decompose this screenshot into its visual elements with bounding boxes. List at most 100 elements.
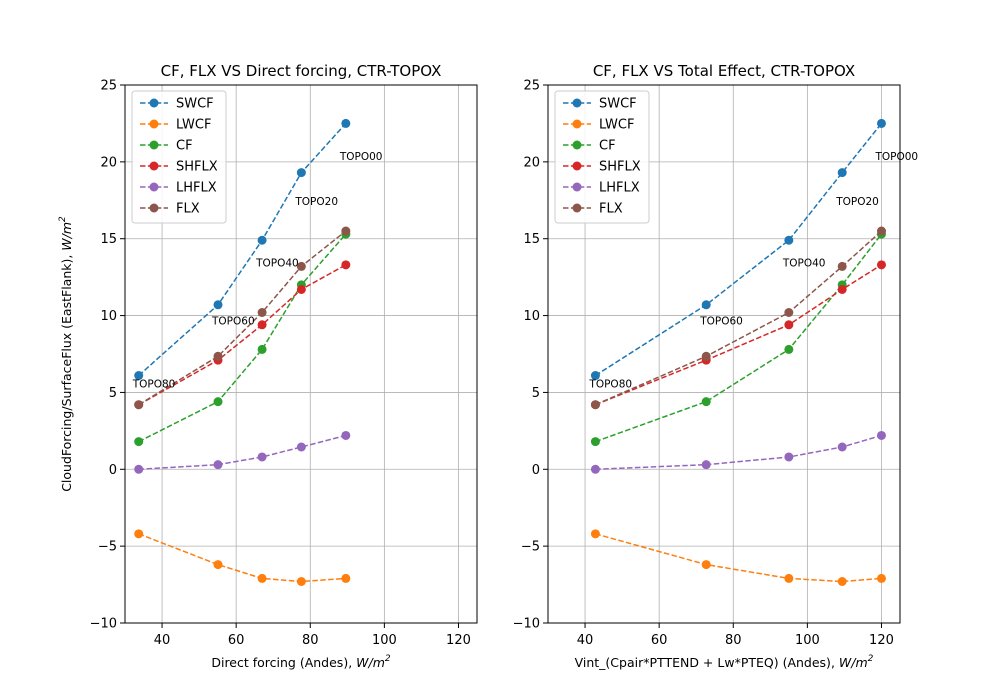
chart2-point-shflx: [784, 320, 794, 330]
chart1-legend-marker-lwcf: [149, 119, 159, 129]
chart2-point-swcf: [784, 235, 794, 245]
chart1-annotation: TOPO20: [294, 196, 338, 208]
chart2-y-tick-label: 5: [532, 386, 540, 401]
chart2-point-flx: [837, 261, 847, 271]
chart2-point-lwcf: [784, 573, 794, 583]
chart2-point-lhflx: [590, 464, 600, 474]
chart2-point-lhflx: [837, 442, 847, 452]
chart1-point-lwcf: [257, 573, 267, 583]
chart2-point-cf: [784, 344, 794, 354]
chart1-legend-marker-swcf: [149, 98, 159, 108]
chart2-legend-marker-cf: [572, 140, 582, 150]
chart1-point-lhflx: [213, 460, 223, 470]
chart2-point-swcf: [701, 300, 711, 310]
chart1-point-cf: [213, 397, 223, 407]
chart2-point-shflx: [837, 284, 847, 294]
chart1-axes-frame: [124, 84, 478, 624]
chart1-point-swcf: [134, 371, 144, 381]
chart2-legend-label-lwcf: LWCF: [599, 118, 634, 133]
chart2-point-lwcf: [837, 576, 847, 586]
chart2-point-lwcf: [590, 529, 600, 539]
chart1-y-tick-label: 25: [100, 79, 117, 94]
chart1-y-tick-label: 20: [100, 155, 117, 170]
chart1-point-flx: [257, 307, 267, 317]
chart2-legend-label-shflx: SHFLX: [599, 160, 641, 175]
chart1-y-tick-label: 5: [109, 386, 117, 401]
chart2-y-tick-label: 15: [523, 232, 540, 247]
chart1-point-flx: [341, 226, 351, 236]
chart1-legend-label-shflx: SHFLX: [176, 160, 218, 175]
chart1-point-shflx: [341, 260, 351, 270]
chart2-legend-marker-shflx: [572, 161, 582, 171]
chart2-point-lhflx: [876, 430, 886, 440]
chart2-point-lhflx: [701, 460, 711, 470]
chart1-y-axis-label: CloudForcing/SurfaceFlux (EastFlank), W/…: [58, 216, 74, 492]
chart2-legend-label-flx: FLX: [599, 202, 623, 217]
chart2-point-shflx: [876, 260, 886, 270]
chart1-legend-marker-lhflx: [149, 182, 159, 192]
chart1-point-cf: [134, 437, 144, 447]
chart1-point-shflx: [296, 284, 306, 294]
chart2-legend-marker-lhflx: [572, 182, 582, 192]
chart2-y-tick-label: 0: [532, 463, 540, 478]
chart2-point-flx: [876, 226, 886, 236]
chart2-x-tick-label: 60: [651, 633, 668, 648]
chart2-legend-marker-flx: [572, 203, 582, 213]
chart1-point-flx: [296, 261, 306, 271]
chart1-legend-label-cf: CF: [176, 139, 193, 154]
chart2-x-tick-label: 80: [725, 633, 742, 648]
chart2-point-flx: [701, 351, 711, 361]
chart2-legend-marker-swcf: [572, 98, 582, 108]
chart1-y-tick-label: 15: [100, 232, 117, 247]
chart1-x-tick-label: 120: [446, 633, 471, 648]
chart2-x-tick-label: 40: [577, 633, 594, 648]
chart1-point-swcf: [296, 168, 306, 178]
chart2-x-tick-label: 100: [795, 633, 820, 648]
chart2-x-axis-label: Vint_(Cpair*PTTEND + Lw*PTEQ) (Andes), W…: [575, 654, 874, 670]
chart1-x-axis-label: Direct forcing (Andes), W/m2: [211, 654, 391, 670]
chart1-point-lwcf: [134, 529, 144, 539]
chart2-point-cf: [701, 397, 711, 407]
chart1-point-lwcf: [213, 560, 223, 570]
chart1-legend: SWCF LWCF CF SHFLX LHFLX FLX: [131, 90, 227, 224]
chart1-legend-label-lhflx: LHFLX: [176, 181, 217, 196]
chart1-legend-marker-shflx: [149, 161, 159, 171]
chart2-point-lhflx: [784, 452, 794, 462]
chart2-point-flx: [784, 307, 794, 317]
chart1-annotation: TOPO80: [132, 379, 176, 391]
chart2-legend-marker-lwcf: [572, 119, 582, 129]
chart2-point-lwcf: [701, 560, 711, 570]
chart2-y-tick-label: −10: [513, 617, 540, 632]
chart2-legend-label-cf: CF: [599, 139, 616, 154]
chart1-x-tick-label: 80: [302, 633, 319, 648]
chart1-annotation: TOPO60: [211, 316, 255, 328]
chart1-legend-label-flx: FLX: [176, 202, 200, 217]
chart1-title: CF, FLX VS Direct forcing, CTR-TOPOX: [161, 62, 442, 80]
chart2-x-tick-label: 120: [869, 633, 894, 648]
chart2-point-lwcf: [876, 573, 886, 583]
chart2-y-tick-label: −5: [521, 540, 540, 555]
chart2-point-swcf: [837, 168, 847, 178]
chart2-annotation: TOPO00: [874, 151, 918, 163]
chart1-point-lhflx: [134, 464, 144, 474]
chart1-y-tick-label: 10: [100, 309, 117, 324]
chart1-point-lhflx: [296, 442, 306, 452]
chart1-x-tick-label: 40: [154, 633, 171, 648]
chart2-annotation: TOPO40: [782, 257, 826, 269]
chart1-x-tick-label: 100: [372, 633, 397, 648]
chart1-y-tick-label: −5: [98, 540, 117, 555]
chart1-legend-marker-cf: [149, 140, 159, 150]
chart1-point-cf: [257, 344, 267, 354]
chart2-title: CF, FLX VS Total Effect, CTR-TOPOX: [593, 62, 855, 80]
chart2-annotation: TOPO60: [699, 316, 743, 328]
chart2-point-cf: [590, 437, 600, 447]
chart2-y-tick-label: 10: [523, 309, 540, 324]
chart1-point-swcf: [257, 235, 267, 245]
chart1-annotation: TOPO40: [255, 257, 299, 269]
chart1-annotation: TOPO00: [339, 151, 383, 163]
chart2-legend-label-lhflx: LHFLX: [599, 181, 640, 196]
chart1-y-tick-label: 0: [109, 463, 117, 478]
